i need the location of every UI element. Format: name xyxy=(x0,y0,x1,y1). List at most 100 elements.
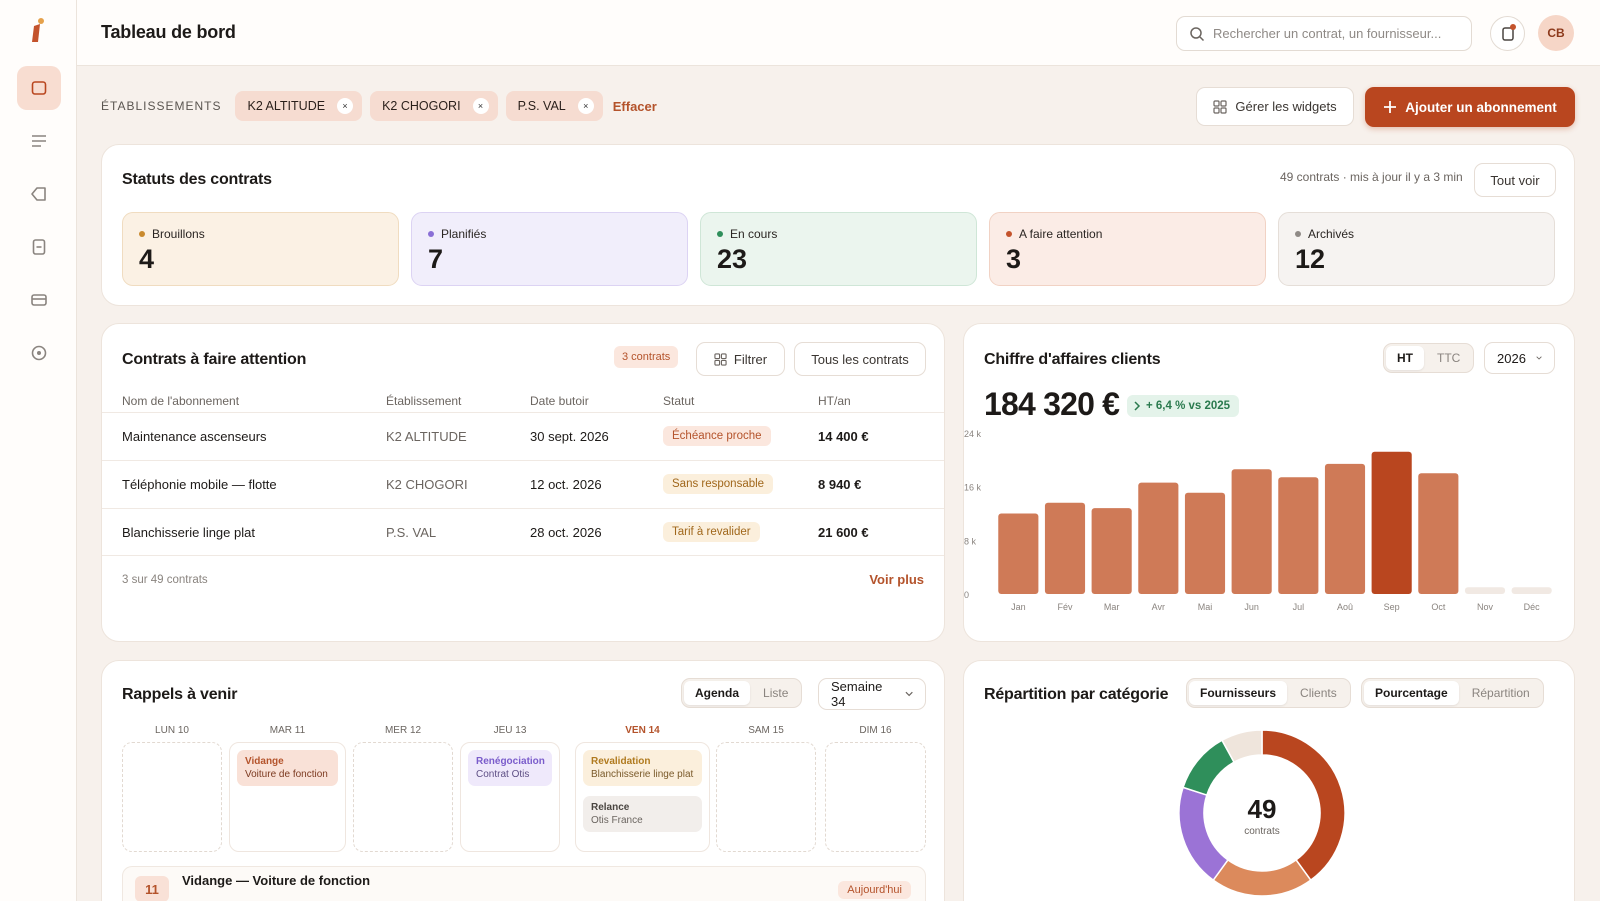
add-subscription-label: Ajouter un abonnement xyxy=(1405,99,1557,115)
year-select[interactable]: 2026 xyxy=(1484,342,1555,374)
column-header[interactable]: Statut xyxy=(663,394,695,408)
donut-slice[interactable] xyxy=(1212,858,1312,897)
topbar: Tableau de bord CB xyxy=(77,0,1600,66)
bar-Jun[interactable] xyxy=(1231,469,1272,594)
donut-slice[interactable] xyxy=(1261,729,1346,882)
reminder-event[interactable]: Renégociation Contrat Otis xyxy=(468,750,552,786)
bar-Jan[interactable] xyxy=(998,513,1039,595)
donut-slice[interactable] xyxy=(1220,729,1263,764)
bar-Déc[interactable] xyxy=(1511,587,1552,594)
next-reminder-row[interactable]: 11 Vidange — Voiture de fonction Aujourd… xyxy=(122,866,926,901)
nav-documents[interactable] xyxy=(17,225,61,269)
table-footer: 3 sur 49 contrats xyxy=(122,574,208,586)
column-header[interactable]: Établissement xyxy=(386,394,462,408)
status-drafts[interactable]: Brouillons 4 xyxy=(122,212,399,286)
table-row[interactable]: Téléphonie mobile — flotte K2 CHOGORI 12… xyxy=(102,460,944,508)
nav-contracts[interactable] xyxy=(17,119,61,163)
add-subscription-button[interactable]: Ajouter un abonnement xyxy=(1365,87,1575,127)
filter-chip[interactable]: K2 CHOGORI × xyxy=(370,91,498,121)
clear-filters-link[interactable]: Effacer xyxy=(612,98,657,114)
day-cell[interactable] xyxy=(353,742,453,852)
table-row[interactable]: Maintenance ascenseurs K2 ALTITUDE 30 se… xyxy=(102,412,944,460)
table-row[interactable]: Blanchisserie linge plat P.S. VAL 28 oct… xyxy=(102,508,944,556)
tab-clients[interactable]: Clients xyxy=(1300,686,1337,700)
toggle-list[interactable]: Liste xyxy=(763,686,789,700)
status-dot xyxy=(1006,231,1012,237)
status-dot xyxy=(428,231,434,237)
event-title: Vidange xyxy=(245,756,284,767)
nav-tags[interactable] xyxy=(17,172,61,216)
category-tabs[interactable]: Fournisseurs Clients xyxy=(1186,678,1351,708)
tab-distribution[interactable]: Répartition xyxy=(1471,686,1530,700)
day-cell[interactable]: Vidange Voiture de fonction xyxy=(229,742,346,852)
day-cell[interactable] xyxy=(825,742,926,852)
x-tick-label: Oct xyxy=(1431,602,1446,612)
mode-tabs[interactable]: Pourcentage Répartition xyxy=(1361,678,1544,708)
x-tick-label: Jun xyxy=(1244,602,1259,612)
bar-Jul[interactable] xyxy=(1278,477,1319,594)
close-icon[interactable]: × xyxy=(337,98,354,114)
chevron-right-icon xyxy=(1134,401,1141,411)
nav-dashboard[interactable] xyxy=(17,66,61,110)
status-planned[interactable]: Planifiés 7 xyxy=(411,212,688,286)
toggle-agenda[interactable]: Agenda xyxy=(684,681,751,705)
card-title: Statuts des contrats xyxy=(122,171,272,188)
see-all-button[interactable]: Tout voir xyxy=(1474,163,1556,197)
close-icon[interactable]: × xyxy=(577,98,594,114)
bar-Mai[interactable] xyxy=(1184,492,1226,594)
toggle-ttc[interactable]: TTC xyxy=(1437,351,1461,365)
reminder-event[interactable]: Revalidation Blanchisserie linge plat xyxy=(583,750,702,786)
view-toggle[interactable]: Agenda Liste xyxy=(681,678,803,708)
bar-Avr[interactable] xyxy=(1138,482,1179,594)
manage-widgets-button[interactable]: Gérer les widgets xyxy=(1196,87,1354,126)
status-count: 7 xyxy=(428,244,444,274)
week-value: Semaine 34 xyxy=(831,679,883,709)
day-cell-today[interactable]: Revalidation Blanchisserie linge plat Rel… xyxy=(575,742,710,852)
x-tick-label: Nov xyxy=(1477,602,1494,612)
close-icon[interactable]: × xyxy=(472,98,489,114)
day-cell[interactable] xyxy=(122,742,222,852)
column-header[interactable]: Date butoir xyxy=(530,394,589,408)
search-input[interactable] xyxy=(1213,26,1463,41)
bar-Mar[interactable] xyxy=(1091,508,1132,594)
status-dot xyxy=(1295,231,1301,237)
filter-chip[interactable]: K2 ALTITUDE × xyxy=(235,91,363,121)
tab-percentage[interactable]: Pourcentage xyxy=(1364,681,1459,705)
column-header[interactable]: Nom de l'abonnement xyxy=(122,394,240,408)
day-cell[interactable] xyxy=(716,742,816,852)
status-dot xyxy=(139,231,145,237)
avatar[interactable]: CB xyxy=(1538,15,1574,51)
tag-icon xyxy=(31,187,46,201)
filter-chip[interactable]: P.S. VAL × xyxy=(505,91,603,121)
day-cell[interactable]: Renégociation Contrat Otis xyxy=(460,742,560,852)
app-logo[interactable] xyxy=(26,16,48,44)
reminder-event[interactable]: Vidange Voiture de fonction xyxy=(237,750,338,786)
status-active[interactable]: En cours 23 xyxy=(700,212,977,286)
status-attention[interactable]: A faire attention 3 xyxy=(989,212,1266,286)
event-title: Renégociation xyxy=(476,756,545,767)
contract-amount: 8 940 € xyxy=(818,477,862,492)
toggle-ht[interactable]: HT xyxy=(1386,346,1424,370)
column-header[interactable]: HT/an xyxy=(818,394,851,408)
status-archived[interactable]: Archivés 12 xyxy=(1278,212,1555,286)
contract-date: 30 sept. 2026 xyxy=(530,429,609,444)
tax-toggle[interactable]: HT TTC xyxy=(1383,343,1475,373)
search-icon xyxy=(1190,26,1205,41)
bar-Oct[interactable] xyxy=(1418,473,1459,594)
reminder-event[interactable]: Relance Otis France xyxy=(583,796,702,832)
bar-Sep[interactable] xyxy=(1371,451,1412,594)
category-donut xyxy=(1178,729,1346,897)
nav-payments[interactable] xyxy=(17,278,61,322)
all-contracts-button[interactable]: Tous les contrats xyxy=(794,342,926,376)
notifications-button[interactable] xyxy=(1490,16,1525,51)
see-more-link[interactable]: Voir plus xyxy=(869,572,924,587)
filter-button[interactable]: Filtrer xyxy=(696,342,785,376)
bar-Aoû[interactable] xyxy=(1324,463,1366,594)
week-select[interactable]: Semaine 34 xyxy=(818,678,926,710)
bar-Nov[interactable] xyxy=(1464,587,1506,594)
nav-settings[interactable] xyxy=(17,331,61,375)
bar-Fév[interactable] xyxy=(1044,502,1086,594)
tab-suppliers[interactable]: Fournisseurs xyxy=(1189,681,1288,705)
search-box[interactable] xyxy=(1176,16,1472,51)
status-name: A faire attention xyxy=(1019,227,1103,241)
